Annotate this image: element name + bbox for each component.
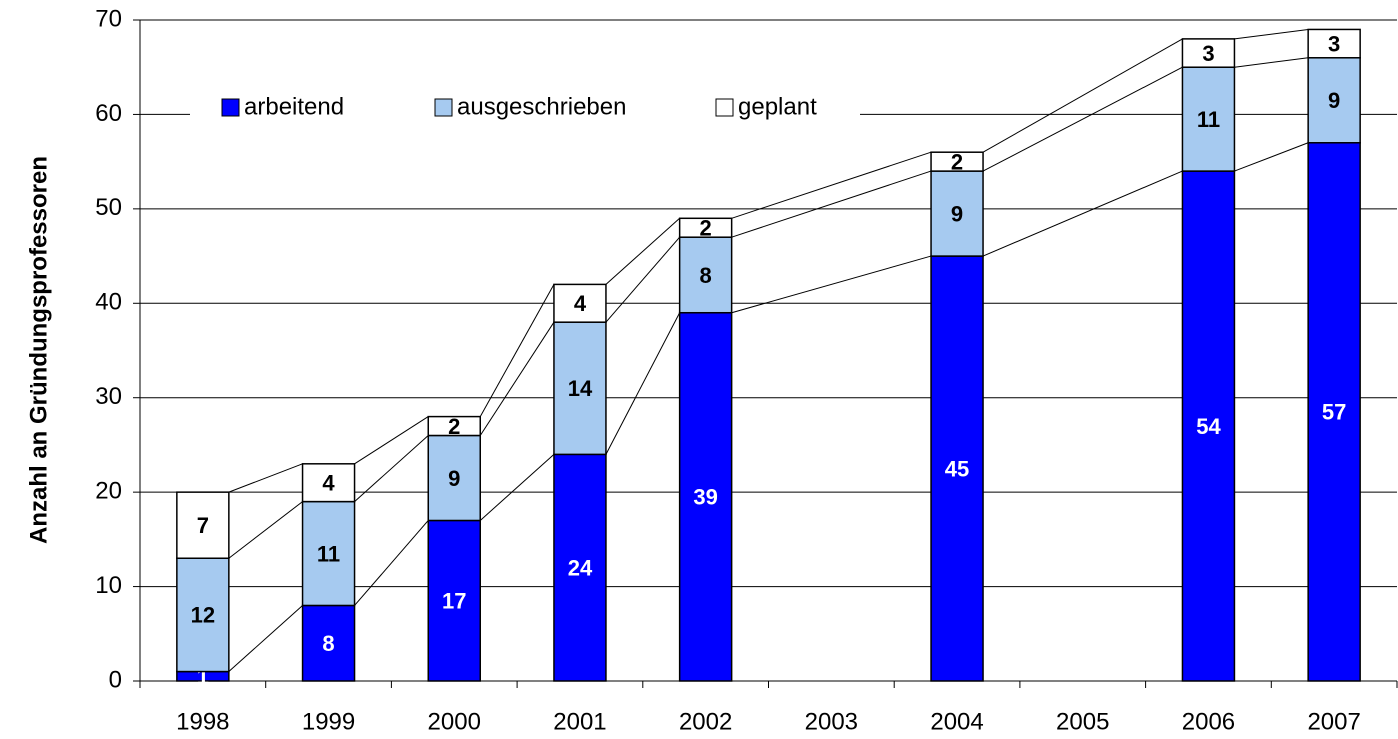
data-label: 9 xyxy=(951,201,963,226)
bar-segment xyxy=(678,311,733,682)
y-tick-label: 70 xyxy=(95,5,122,32)
legend-swatch xyxy=(715,98,734,117)
x-tick-label: 2002 xyxy=(679,708,732,735)
bar-segment xyxy=(930,255,984,682)
x-tick-label: 2000 xyxy=(428,708,481,735)
y-tick-label: 0 xyxy=(109,666,122,693)
bar-segment xyxy=(176,557,230,673)
bar-segment xyxy=(427,434,481,522)
data-label: 24 xyxy=(568,555,593,580)
data-label: 54 xyxy=(1196,414,1221,439)
series-line xyxy=(982,38,1183,153)
series-line xyxy=(605,236,681,323)
series-line xyxy=(228,463,303,493)
legend-swatch xyxy=(221,98,240,117)
data-label: 3 xyxy=(1202,41,1214,66)
series-line xyxy=(982,170,1183,257)
data-label: 8 xyxy=(700,263,712,288)
bar-segment xyxy=(1307,142,1361,682)
data-label: 2 xyxy=(951,149,963,174)
x-tick-label: 2001 xyxy=(553,708,606,735)
y-tick-label: 30 xyxy=(95,383,122,410)
y-tick-label: 20 xyxy=(95,477,122,504)
data-label: 2 xyxy=(448,414,460,439)
x-tick-label: 1999 xyxy=(302,708,355,735)
x-tick-label: 2004 xyxy=(930,708,983,735)
data-label: 12 xyxy=(191,603,215,628)
bar-segment xyxy=(176,491,230,559)
series-line xyxy=(1234,57,1309,68)
data-label: 57 xyxy=(1322,400,1346,425)
series-line xyxy=(1234,28,1309,40)
series-line xyxy=(354,416,429,465)
series-line xyxy=(1234,142,1309,172)
series-line xyxy=(479,321,555,436)
series-line xyxy=(731,151,932,219)
data-label: 7 xyxy=(197,513,209,538)
series-line xyxy=(982,66,1183,172)
series-line xyxy=(731,170,932,238)
data-label: 4 xyxy=(574,291,587,316)
data-label: 2 xyxy=(700,216,712,241)
series-line xyxy=(479,284,555,417)
series-line xyxy=(228,605,303,672)
bar-segment xyxy=(427,415,481,437)
legend xyxy=(190,82,860,132)
bar-segment xyxy=(427,519,481,682)
x-tick-label: 1998 xyxy=(176,708,229,735)
data-label: 39 xyxy=(693,485,717,510)
bar-segment xyxy=(678,217,733,238)
bar-segment xyxy=(301,463,356,503)
series-line xyxy=(605,312,681,455)
bar-segment xyxy=(930,151,984,172)
bar-segment xyxy=(1307,28,1361,59)
series-line xyxy=(354,435,429,502)
data-label: 11 xyxy=(1197,107,1220,132)
legend-label: ausgeschrieben xyxy=(457,93,626,120)
data-label: 3 xyxy=(1328,31,1340,56)
series-line xyxy=(731,255,932,314)
data-label: 11 xyxy=(317,541,340,566)
x-tick-label: 2006 xyxy=(1182,708,1235,735)
data-label: 9 xyxy=(448,466,460,491)
bar-segment xyxy=(553,283,607,323)
data-label: 45 xyxy=(945,456,969,481)
legend-label: geplant xyxy=(738,93,817,120)
y-tick-label: 40 xyxy=(95,289,122,316)
bar-segment xyxy=(1307,57,1361,144)
x-tick-label: 2003 xyxy=(805,708,858,735)
data-label: 8 xyxy=(322,631,334,656)
data-label: 14 xyxy=(568,376,593,401)
y-tick-label: 60 xyxy=(95,100,122,127)
data-label: 4 xyxy=(322,471,335,496)
x-tick-label: 2005 xyxy=(1056,708,1109,735)
bar-segment xyxy=(678,236,733,314)
data-label: 9 xyxy=(1328,88,1340,113)
y-tick-label: 50 xyxy=(95,194,122,221)
y-axis-label: Anzahl an Gründungsprofessoren xyxy=(25,156,52,544)
bar-segment xyxy=(301,604,356,682)
bar-segment xyxy=(1181,38,1236,68)
legend-label: arbeitend xyxy=(244,93,344,120)
series-line xyxy=(354,520,429,606)
legend-swatch xyxy=(434,98,453,117)
data-label: 17 xyxy=(442,589,466,614)
series-line xyxy=(479,453,555,521)
x-tick-label: 2007 xyxy=(1307,708,1360,735)
series-line xyxy=(228,501,303,559)
series-line xyxy=(605,217,680,285)
y-tick-label: 10 xyxy=(95,572,122,599)
bar-segment xyxy=(1181,66,1236,172)
